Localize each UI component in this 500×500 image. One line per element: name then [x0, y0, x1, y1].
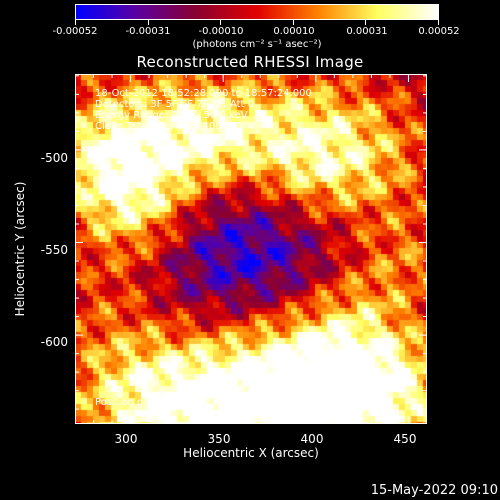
colorbar-tick-label: 0.00031 [346, 26, 388, 37]
y-axis-label: Heliocentric Y (arcsec) [13, 181, 27, 317]
x-tick-label: 400 [300, 432, 324, 446]
energy-range-text: Energy Range: 25.0 - 50.0 keV [95, 110, 248, 121]
algorithm-text: Clean Total counts: 8.40E+03 [95, 121, 243, 132]
colorbar [75, 4, 439, 20]
colorbar-ticks [75, 20, 439, 25]
peak-position-text: Position of Peak = [407,-627] [95, 397, 242, 408]
plot-title: Reconstructed RHESSI Image [136, 53, 364, 71]
colorbar-tick-label: -0.00010 [198, 26, 244, 37]
colorbar-tick-label: 0.00010 [273, 26, 315, 37]
x-tick-label: 300 [114, 432, 138, 446]
y-tick-label: -550 [40, 243, 68, 257]
y-tick-label: -500 [40, 151, 68, 165]
axis-ticks [75, 74, 427, 424]
y-tick-label: -600 [40, 335, 68, 349]
timestamp: 15-May-2022 09:10 [370, 483, 498, 498]
colorbar-tick-label: -0.00052 [52, 26, 98, 37]
x-tick-label: 450 [393, 432, 417, 446]
plot-frame [75, 74, 427, 424]
x-tick-label: 350 [207, 432, 231, 446]
time-range-text: 18-Oct-2012 18:52:28.000 to 18:57:24.000 [95, 88, 312, 99]
colorbar-tick-label: -0.00031 [125, 26, 171, 37]
detectors-text: Detectors: 3F 5F 6F 7F 8F, Att 0 [95, 99, 255, 110]
colorbar-tick-label: 0.00052 [418, 26, 460, 37]
x-axis-label: Heliocentric X (arcsec) [183, 446, 319, 460]
colorbar-units: (photons cm⁻² s⁻¹ asec⁻²) [192, 39, 322, 50]
heatmap-image [75, 74, 427, 424]
